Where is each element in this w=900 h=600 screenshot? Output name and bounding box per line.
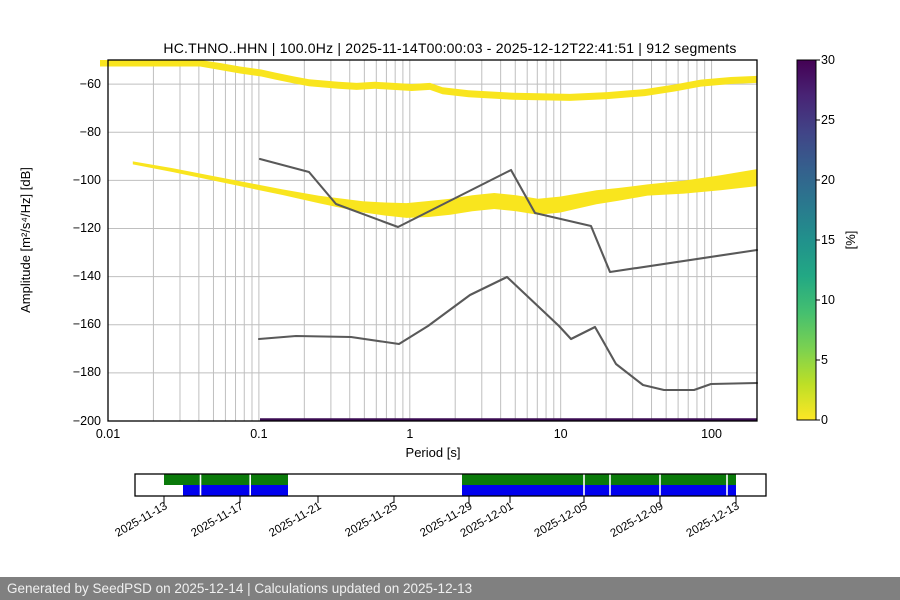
svg-text:−200: −200: [73, 414, 101, 428]
svg-text:2025-12-09: 2025-12-09: [609, 500, 666, 540]
svg-text:2025-12-13: 2025-12-13: [685, 500, 742, 540]
svg-text:30: 30: [821, 53, 835, 67]
svg-text:−80: −80: [80, 125, 101, 139]
svg-text:0: 0: [821, 413, 828, 427]
svg-text:−140: −140: [73, 269, 101, 283]
svg-text:1: 1: [406, 427, 413, 441]
svg-text:15: 15: [821, 233, 835, 247]
svg-text:2025-11-25: 2025-11-25: [343, 500, 399, 539]
svg-text:[%]: [%]: [843, 231, 858, 250]
svg-text:100: 100: [701, 427, 722, 441]
svg-text:0.01: 0.01: [96, 427, 120, 441]
svg-text:2025-12-05: 2025-12-05: [533, 500, 590, 540]
svg-text:−180: −180: [73, 365, 101, 379]
svg-text:0.1: 0.1: [250, 427, 267, 441]
svg-text:25: 25: [821, 113, 835, 127]
svg-text:Amplitude [m²/s⁴/Hz] [dB]: Amplitude [m²/s⁴/Hz] [dB]: [18, 167, 33, 313]
svg-text:−60: −60: [80, 77, 101, 91]
svg-text:−160: −160: [73, 317, 101, 331]
svg-text:2025-11-21: 2025-11-21: [267, 500, 323, 539]
svg-text:Period [s]: Period [s]: [406, 445, 461, 460]
svg-text:10: 10: [821, 293, 835, 307]
svg-text:−100: −100: [73, 173, 101, 187]
svg-text:2025-11-17: 2025-11-17: [189, 500, 245, 539]
svg-text:−120: −120: [73, 221, 101, 235]
svg-text:5: 5: [821, 353, 828, 367]
svg-text:10: 10: [554, 427, 568, 441]
svg-text:20: 20: [821, 173, 835, 187]
svg-text:2025-11-13: 2025-11-13: [113, 500, 169, 539]
